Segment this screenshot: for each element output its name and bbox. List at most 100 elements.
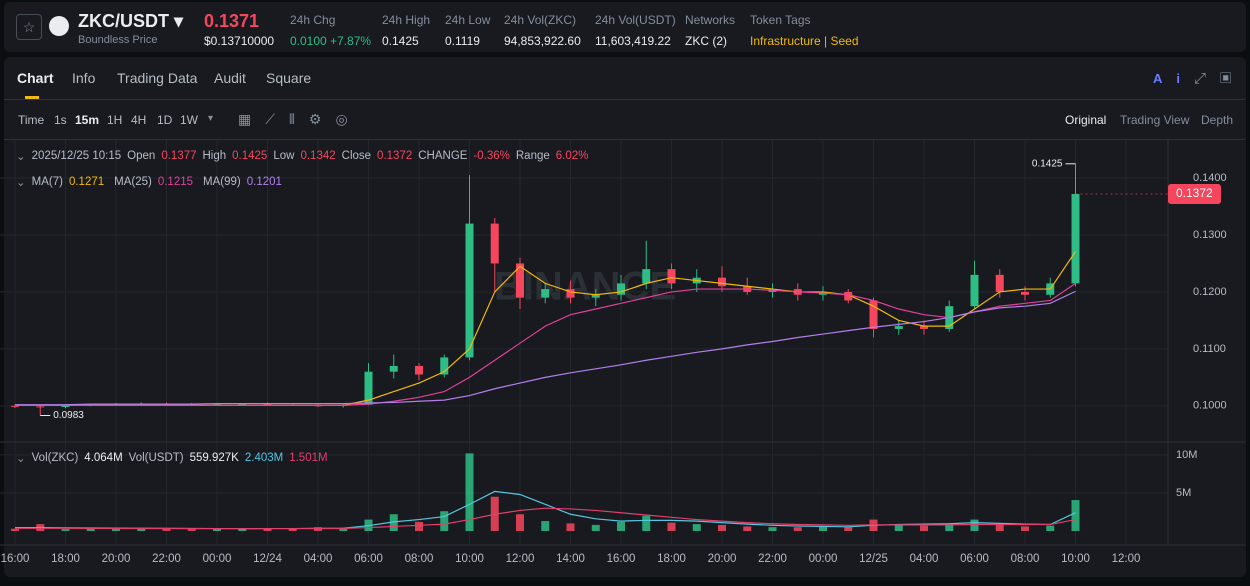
interval[interactable]: 4H [131, 113, 147, 127]
collapse[interactable]: ⌄ [16, 151, 26, 163]
x-tick-label: 12/24 [253, 553, 282, 565]
legend-value: 559.927K [189, 452, 239, 464]
x-tick-label: 16:00 [607, 553, 636, 565]
volume-bar [137, 528, 146, 531]
stat-label: 24h Low [445, 13, 491, 27]
volume-bar [894, 524, 903, 531]
candle-body [11, 405, 19, 407]
candle-body [490, 223, 499, 264]
legend-label: Vol(ZKC) [31, 452, 79, 464]
collapse[interactable]: ⌄ [16, 453, 26, 465]
candle-body [970, 274, 979, 307]
tag[interactable]: Infrastructure [750, 34, 821, 48]
legend-value: 0.1377 [161, 150, 197, 162]
x-tick-label: 06:00 [354, 553, 383, 565]
favorite-button[interactable]: ☆ [16, 14, 42, 40]
stat-label: Networks [685, 13, 736, 27]
x-tick-label: 10:00 [1061, 553, 1090, 565]
legend-label: MA(99) [203, 176, 241, 188]
ohlc-legend: ⌄ 2025/12/25 10:15 Open 0.1377 High 0.1425 Low… [16, 149, 588, 163]
legend-value: 0.1372 [377, 150, 413, 162]
interval[interactable]: 1D [157, 113, 173, 127]
high-label: 0.1425 [1032, 158, 1063, 169]
legend-label: MA(25) [114, 176, 152, 188]
stat-value: 0.0100 +7.87% [290, 34, 372, 48]
chart-icons[interactable]: Ai⤢▣ [1153, 70, 1246, 87]
price-tag-label: 0.1372 [1176, 186, 1213, 200]
view-option[interactable]: Original [1065, 113, 1107, 127]
candle-body [667, 269, 676, 284]
candle-body [1021, 291, 1029, 295]
token-logo [49, 16, 69, 36]
volume-bar [238, 528, 247, 531]
tab[interactable]: Audit [214, 70, 246, 86]
candle-body [869, 300, 878, 329]
legend-label: Range [515, 150, 550, 162]
interval[interactable]: 1s [54, 113, 67, 127]
stat-label: 24h High [382, 13, 431, 27]
x-tick-label: 12:00 [1112, 553, 1141, 565]
legend-label: High [202, 150, 227, 162]
x-tick-label: 08:00 [1011, 553, 1040, 565]
y-tick-label: 0.1300 [1193, 229, 1227, 241]
collapse[interactable]: ⌄ [16, 177, 26, 189]
volume-ma-line [15, 507, 1076, 530]
candle-body [541, 289, 550, 298]
x-tick-label: 18:00 [51, 553, 80, 565]
x-tick-label: 16:00 [1, 553, 30, 565]
volume-bar [389, 514, 398, 531]
tab[interactable]: Square [266, 70, 312, 86]
legend-value: 0.1201 [246, 176, 282, 188]
volume-bar [844, 527, 853, 531]
x-tick-label: 10:00 [455, 553, 484, 565]
candle-body [844, 291, 853, 301]
x-tick-label: 04:00 [910, 553, 939, 565]
usd-price: $0.13710000 [204, 34, 275, 48]
volume-bar [692, 524, 701, 531]
volume-bar [945, 523, 954, 531]
x-tick-label: 18:00 [657, 553, 686, 565]
volume-legend: ⌄ Vol(ZKC) 4.064M Vol(USDT) 559.927K 2.403M 1.… [16, 451, 328, 465]
last-price: 0.1371 [204, 11, 260, 31]
volume-bar [1071, 500, 1080, 531]
interval[interactable]: 1H [107, 113, 123, 127]
volume-bar [541, 521, 550, 531]
tag[interactable]: Seed [830, 34, 859, 48]
y-tick-label: 10M [1176, 449, 1197, 461]
legend-value: -0.36% [473, 150, 510, 162]
tab[interactable]: Chart [17, 70, 54, 86]
interval[interactable]: 15m [75, 113, 100, 127]
volume-bar [213, 528, 221, 531]
candle-body [213, 404, 221, 406]
subtitle[interactable]: Boundless Price [78, 34, 158, 46]
tags: Infrastructure | Seed [750, 34, 859, 48]
volume-bar [162, 528, 171, 531]
volume-bar [617, 521, 625, 531]
candle-body [1071, 193, 1080, 284]
symbol-text[interactable]: ZKC/USDT [78, 11, 169, 31]
volume-bar [263, 528, 272, 531]
candle-body [566, 289, 575, 298]
candle-body [389, 365, 398, 372]
x-tick-label: 22:00 [152, 553, 181, 565]
tool-icons[interactable]: ▦⟋⫴⚙◎ [238, 111, 362, 127]
legend-value: 0.1425 [232, 150, 268, 162]
interval[interactable]: 1W [180, 113, 198, 127]
view-option[interactable]: Depth [1201, 113, 1234, 127]
tab[interactable]: Trading Data [117, 70, 198, 86]
y-tick-label: 0.1100 [1193, 343, 1226, 355]
view-option[interactable]: Trading View [1120, 113, 1190, 127]
tab[interactable]: Info [72, 70, 96, 86]
volume-bar [718, 524, 726, 531]
divider [4, 99, 1246, 100]
symbol[interactable]: ZKC/USDT ▾ [78, 11, 184, 31]
ma-line [15, 290, 1076, 406]
legend-label: Close [341, 150, 372, 162]
volume-bar [1021, 526, 1029, 531]
candle-body [61, 405, 70, 407]
volume-bar [516, 514, 524, 531]
stat-value: ZKC (2) [685, 34, 727, 48]
legend-label: MA(7) [31, 176, 63, 188]
volume-bar [970, 519, 979, 531]
